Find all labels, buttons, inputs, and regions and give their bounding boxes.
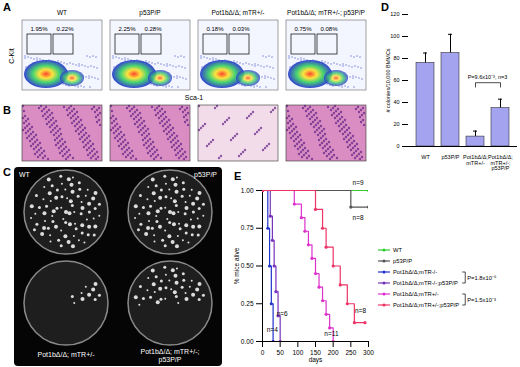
svg-text:A: A xyxy=(3,1,11,13)
html-text:D: D xyxy=(381,1,389,13)
svg-text:0.75%: 0.75% xyxy=(294,26,312,32)
svg-text:0: 0 xyxy=(261,349,265,356)
svg-text:Pot1bΔ/Δ; mTR+/-: Pot1bΔ/Δ; mTR+/- xyxy=(37,351,95,358)
svg-text:200: 200 xyxy=(328,349,339,356)
svg-text:100: 100 xyxy=(390,33,399,39)
svg-text:days: days xyxy=(309,356,323,364)
svg-text:P=1.8x10⁻⁵: P=1.8x10⁻⁵ xyxy=(467,275,497,281)
svg-text:n=9: n=9 xyxy=(353,179,364,186)
svg-text:40: 40 xyxy=(393,99,399,105)
svg-text:80: 80 xyxy=(393,55,399,61)
svg-text:150: 150 xyxy=(310,349,321,357)
svg-text:WT: WT xyxy=(19,171,31,178)
svg-text:250: 250 xyxy=(345,349,356,356)
svg-text:Pot1bΔ/Δ; mTR+/-: Pot1bΔ/Δ; mTR+/- xyxy=(212,9,265,16)
svg-text:0: 0 xyxy=(396,143,399,149)
svg-text:# colonies/10,000 BMMCs: # colonies/10,000 BMMCs xyxy=(385,48,391,112)
svg-text:Pot1bΔ/Δ;mTR+/-: Pot1bΔ/Δ;mTR+/- xyxy=(393,291,439,297)
svg-text:0.25: 0.25 xyxy=(241,300,254,307)
svg-text:0.22%: 0.22% xyxy=(56,26,74,32)
svg-text:100: 100 xyxy=(292,349,303,356)
svg-text:Pot1bΔ/Δ;mTR+/-;p53P/P: Pot1bΔ/Δ;mTR+/-;p53P/P xyxy=(488,154,513,171)
svg-text:n=11: n=11 xyxy=(324,330,339,337)
svg-text:2.25%: 2.25% xyxy=(118,26,136,32)
svg-text:n=4: n=4 xyxy=(267,326,278,333)
svg-text:WT: WT xyxy=(57,9,67,16)
svg-text:0.03%: 0.03% xyxy=(232,26,250,32)
svg-text:WT: WT xyxy=(421,154,430,160)
svg-text:WT: WT xyxy=(393,247,402,253)
svg-text:P=1.5x10⁻³: P=1.5x10⁻³ xyxy=(467,297,496,303)
svg-text:n=8: n=8 xyxy=(355,307,366,314)
svg-text:Pot1bΔ/Δ;mTR-/-;p53P/P: Pot1bΔ/Δ;mTR-/-;p53P/P xyxy=(393,280,458,286)
svg-text:60: 60 xyxy=(393,77,399,83)
svg-text:300: 300 xyxy=(363,349,374,356)
svg-text:1.95%: 1.95% xyxy=(30,26,48,32)
svg-text:Sca-1: Sca-1 xyxy=(185,94,203,101)
svg-text:0.08%: 0.08% xyxy=(320,26,338,32)
svg-text:0.18%: 0.18% xyxy=(206,26,224,32)
svg-text:0.75: 0.75 xyxy=(241,224,254,231)
svg-text:p53P/P: p53P/P xyxy=(441,154,459,160)
svg-text:0.50: 0.50 xyxy=(241,262,254,269)
svg-text:p53P/P: p53P/P xyxy=(194,171,217,179)
svg-text:Pot1bΔ/Δ; mTR+/-; p53P/P: Pot1bΔ/Δ; mTR+/-; p53P/P xyxy=(287,9,365,17)
svg-text:1.00: 1.00 xyxy=(241,187,254,194)
svg-text:n=8: n=8 xyxy=(353,214,364,221)
svg-text:P=9.6x10⁻³, n=3: P=9.6x10⁻³, n=3 xyxy=(468,74,508,80)
svg-text:n=6: n=6 xyxy=(277,310,288,317)
svg-text:C-Kit: C-Kit xyxy=(8,48,15,64)
svg-text:50: 50 xyxy=(277,349,285,356)
svg-text:0.00: 0.00 xyxy=(241,338,254,345)
svg-text:p53P/P: p53P/P xyxy=(139,9,160,17)
svg-text:p53P/P: p53P/P xyxy=(393,258,412,264)
svg-text:Pot1bΔ/Δ; mTR+/-;p53P/P: Pot1bΔ/Δ; mTR+/-;p53P/P xyxy=(141,348,200,364)
svg-text:Pot1bΔ/Δ;mTR+/-: Pot1bΔ/Δ;mTR+/- xyxy=(463,154,488,166)
svg-text:% mice alive: % mice alive xyxy=(233,247,240,284)
svg-text:Pot1bΔ/Δ;mTR+/-;p53P/P: Pot1bΔ/Δ;mTR+/-;p53P/P xyxy=(393,302,459,308)
svg-text:Pot1bΔ/Δ;mTR-/-: Pot1bΔ/Δ;mTR-/- xyxy=(393,269,437,275)
svg-text:20: 20 xyxy=(393,121,399,127)
svg-text:120: 120 xyxy=(390,11,399,17)
svg-text:C: C xyxy=(3,166,11,178)
html-text:E: E xyxy=(234,170,242,182)
svg-text:B: B xyxy=(3,104,11,116)
svg-text:0.28%: 0.28% xyxy=(144,26,162,32)
